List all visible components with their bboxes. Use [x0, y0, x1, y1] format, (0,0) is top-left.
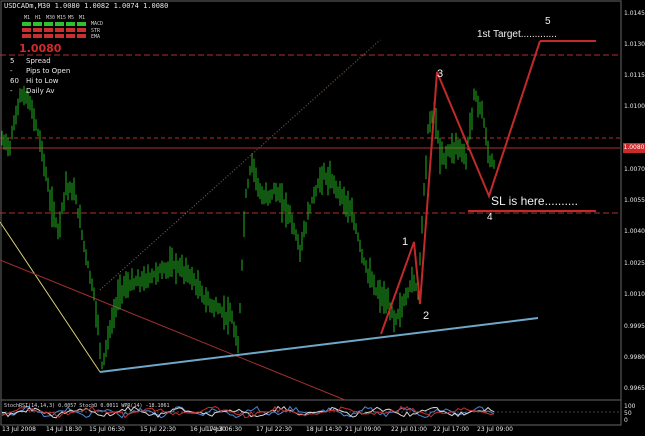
wave-label-2: 2 [423, 310, 430, 322]
price-tick: 0.9995 [624, 323, 645, 330]
time-tick: 22 Jul 01:00 [391, 426, 427, 433]
time-tick: 18 Jul 14:30 [306, 426, 342, 433]
oscillator-line [1, 405, 495, 419]
target-annotation: 1st Target............. [477, 29, 557, 40]
sl-annotation: SL is here.......... [491, 194, 578, 208]
time-tick: 21 Jul 09:00 [345, 426, 381, 433]
time-tick: 22 Jul 17:00 [433, 426, 469, 433]
signal-grid [22, 22, 86, 38]
price-tick: 1.0100 [624, 103, 645, 110]
indicator-label: EMA [91, 34, 101, 40]
price-tick: 1.0055 [624, 197, 645, 204]
candlestick-series [1, 85, 495, 370]
price-tick: 0.9965 [624, 385, 645, 392]
info-value: 60 [10, 77, 19, 85]
info-row: 60 Hi to Low [10, 77, 58, 85]
info-value: - [10, 67, 13, 75]
time-tick: 17 Jul 22:30 [256, 426, 292, 433]
big-price: 1.0080 [19, 42, 62, 55]
info-row: - Daily Av [10, 87, 54, 95]
time-tick: 13 Jul 2008 [2, 426, 36, 433]
time-tick: 17 Jul 06:30 [206, 426, 242, 433]
time-tick: 15 Jul 06:30 [89, 426, 125, 433]
timeframe-row: M1 H1 M30 M15 M5 M1 [24, 15, 90, 21]
wave-label-3: 3 [437, 68, 444, 80]
chart-header: USDCADm,M30 1.0080 1.0082 1.0074 1.0080 [4, 2, 168, 10]
price-tick: 1.0145 [624, 10, 645, 17]
wave-label-1: 1 [402, 236, 409, 248]
info-label: Pips to Open [26, 67, 71, 75]
price-tick: 1.0070 [624, 166, 645, 173]
window-title: USDCADm,M30 [4, 2, 51, 10]
price-tick: 1.0115 [624, 72, 645, 79]
info-value: 5 [10, 57, 15, 65]
wave-label-4: 4 [487, 212, 493, 223]
time-tick: 23 Jul 09:00 [477, 426, 513, 433]
price-tick: 1.0130 [624, 41, 645, 48]
support-trendline [99, 317, 539, 373]
yellow-trendline [0, 221, 101, 373]
channel-dotted-line [99, 39, 381, 291]
info-label: Hi to Low [26, 77, 59, 85]
tf-label: M30 [46, 15, 56, 21]
info-label: Spread [26, 57, 51, 65]
tf-label: M15 [57, 15, 67, 21]
info-row: 5 Spread [10, 57, 51, 65]
price-tick: 1.0010 [624, 291, 645, 298]
price-tick: 1.0025 [624, 260, 645, 267]
time-tick: 16 Jul 14:30 [190, 426, 226, 433]
osc-tick: 50 [624, 410, 632, 417]
red-trendline [0, 259, 346, 401]
elliott-wave-path [380, 40, 541, 335]
indicator-label: STR [91, 28, 101, 34]
tf-label: M1 [79, 15, 86, 21]
oscillator-line [1, 405, 495, 419]
osc-tick: 0 [624, 417, 628, 424]
tf-label: H1 [35, 15, 42, 21]
info-row: - Pips to Open [10, 67, 70, 75]
current-price-tag: 1.0080 [623, 143, 645, 153]
info-value: - [10, 87, 13, 95]
ohlc-values: 1.0080 1.0082 1.0074 1.0080 [54, 2, 169, 10]
info-label: Daily Av [26, 87, 55, 95]
time-tick: 15 Jul 22:30 [140, 426, 176, 433]
indicator-label: MACD [91, 21, 104, 27]
oscillator-readout: StochRSI(14,14,3) 0.0057 StochD 0.0011 W… [4, 403, 170, 409]
wave-label-5: 5 [545, 16, 551, 27]
osc-tick: 100 [624, 403, 636, 410]
tf-label: M5 [68, 15, 75, 21]
time-tick: 14 Jul 18:30 [46, 426, 82, 433]
tf-label: M1 [24, 15, 31, 21]
price-tick: 0.9980 [624, 354, 645, 361]
price-tick: 1.0040 [624, 228, 645, 235]
oscillator-lines [1, 405, 495, 419]
